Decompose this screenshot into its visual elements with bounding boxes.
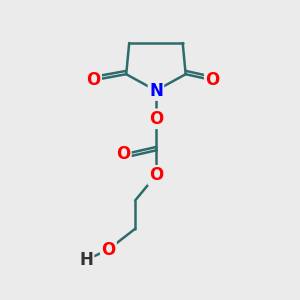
Text: O: O bbox=[116, 146, 130, 164]
Text: O: O bbox=[205, 71, 220, 89]
Text: O: O bbox=[101, 241, 116, 259]
Text: O: O bbox=[149, 166, 163, 184]
Text: H: H bbox=[79, 251, 93, 269]
Text: O: O bbox=[86, 71, 101, 89]
Text: N: N bbox=[149, 82, 163, 100]
Text: O: O bbox=[149, 110, 163, 128]
